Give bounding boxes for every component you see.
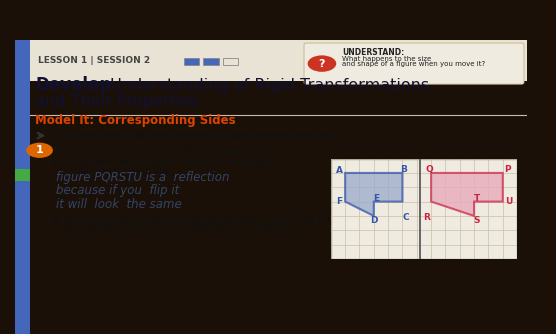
Bar <box>203 58 219 65</box>
Bar <box>223 58 238 65</box>
Polygon shape <box>431 173 503 216</box>
Text: b.: b. <box>51 216 61 225</box>
Text: UNDERSTAND:: UNDERSTAND: <box>342 48 405 57</box>
Text: Is figure: Is figure <box>63 158 103 167</box>
Bar <box>184 58 199 65</box>
Text: LESSON 1 | SESSION 2: LESSON 1 | SESSION 2 <box>38 56 150 65</box>
Text: it will  look  the same: it will look the same <box>56 198 182 211</box>
Text: a.: a. <box>51 158 60 167</box>
Text: E: E <box>373 194 379 203</box>
Text: Develop: Develop <box>36 76 112 94</box>
Text: Model It: Corresponding Sides: Model It: Corresponding Sides <box>36 114 236 127</box>
Text: Q: Q <box>425 165 433 174</box>
Bar <box>15 40 31 334</box>
Text: Draw an arrow to show how figure ABCDEF moved. Add the center of rotation: Draw an arrow to show how figure ABCDEF … <box>63 216 415 225</box>
Text: B: B <box>400 165 408 174</box>
Text: translation, reflection, or rotation?: translation, reflection, or rotation? <box>126 158 281 167</box>
Bar <box>15 169 31 181</box>
Text: a: a <box>119 158 130 167</box>
Text: Figure PQRSTU is a transformation of figure ABCDEF.: Figure PQRSTU is a transformation of fig… <box>58 146 279 155</box>
Text: R: R <box>423 213 430 222</box>
Text: Explain your reasoning.: Explain your reasoning. <box>63 166 171 175</box>
Text: A: A <box>336 166 343 175</box>
Text: T: T <box>474 194 480 203</box>
Text: Try these two problems involving rigid transformations.: Try these two problems involving rigid t… <box>52 131 337 140</box>
Text: and shape of a figure when you move it?: and shape of a figure when you move it? <box>342 61 485 67</box>
Text: ?: ? <box>319 58 325 68</box>
Text: S: S <box>474 216 480 225</box>
Polygon shape <box>345 173 403 216</box>
Circle shape <box>307 55 336 72</box>
Text: U: U <box>505 197 512 206</box>
Text: What happens to the size: What happens to the size <box>342 56 431 62</box>
Text: figure PQRSTU is a  reflection: figure PQRSTU is a reflection <box>56 171 230 184</box>
Text: 1: 1 <box>36 145 43 155</box>
Text: F: F <box>336 197 342 206</box>
Text: Understanding of Rigid Transformations: Understanding of Rigid Transformations <box>105 78 429 93</box>
Text: PQRSTU: PQRSTU <box>95 158 131 167</box>
Text: because if you  flip it: because if you flip it <box>56 184 179 197</box>
Circle shape <box>26 143 53 158</box>
Text: P: P <box>504 165 511 174</box>
Bar <box>15 40 527 81</box>
Text: C: C <box>403 213 409 222</box>
FancyBboxPatch shape <box>304 43 524 84</box>
Text: and Their Properties: and Their Properties <box>36 94 198 109</box>
Text: D: D <box>370 216 378 225</box>
Text: for a rotation or the line of reflection for a reflection.: for a rotation or the line of reflection… <box>63 225 302 234</box>
